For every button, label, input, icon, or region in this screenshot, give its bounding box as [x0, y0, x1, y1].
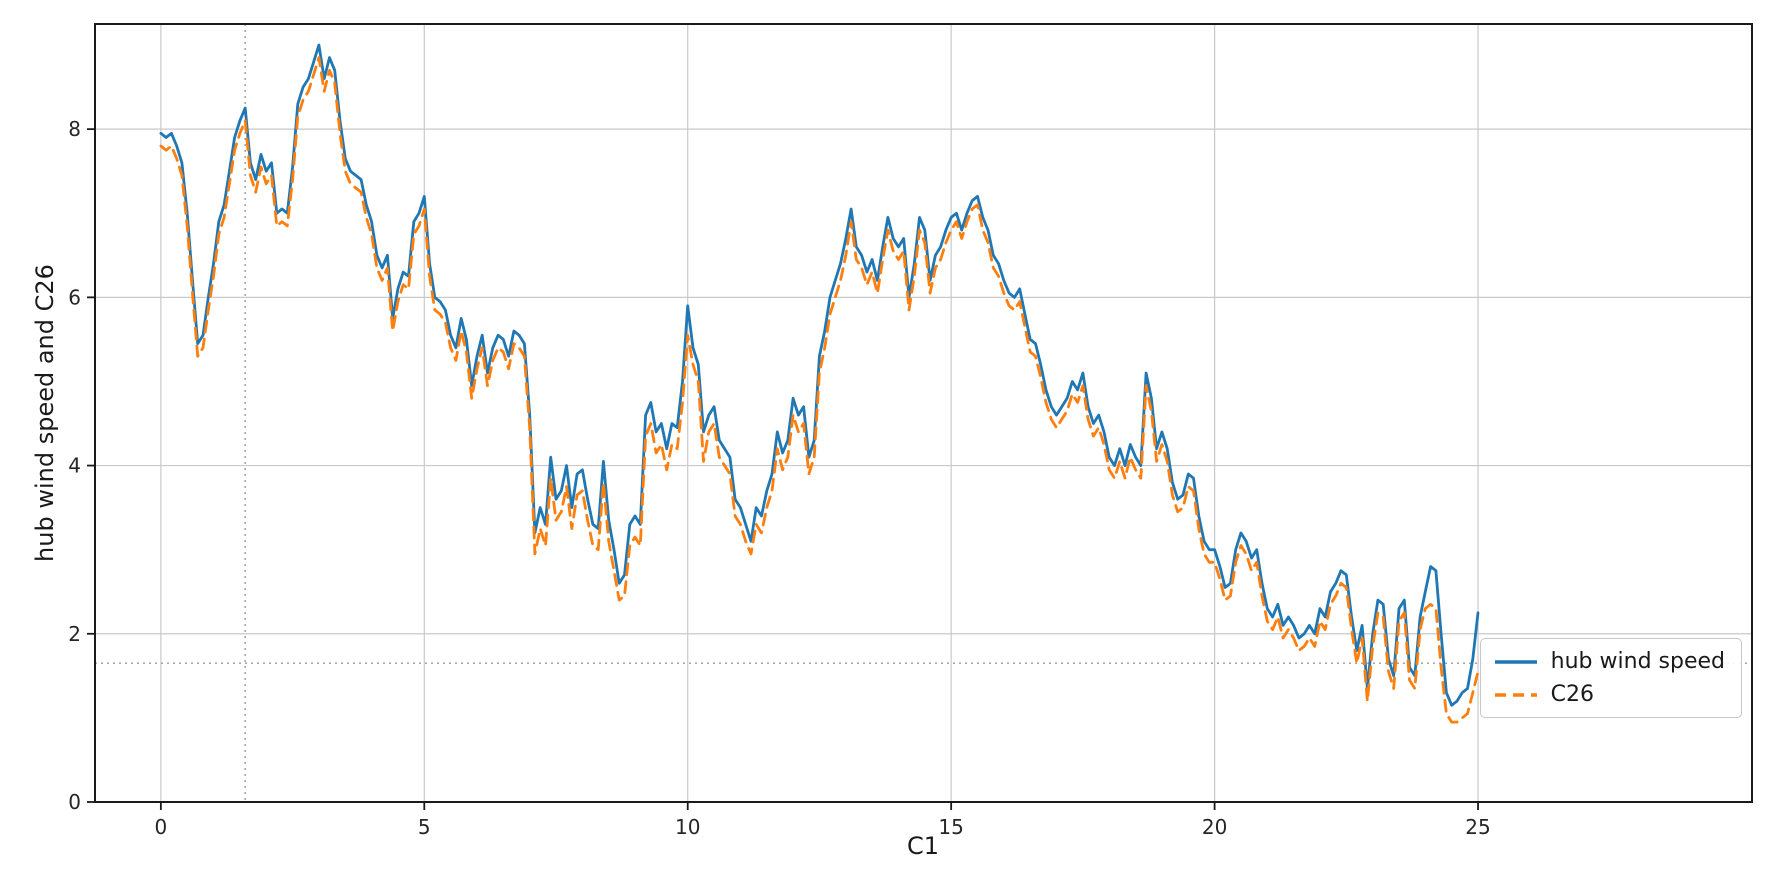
x-tick-label: 25: [1465, 815, 1490, 839]
y-axis-label: hub wind speed and C26: [31, 264, 59, 562]
legend-label-hub-wind-speed: hub wind speed: [1550, 649, 1725, 674]
series-line-hub-wind-speed: [159, 43, 1480, 707]
series-line-c26: [159, 56, 1480, 724]
x-tick-label: 10: [675, 815, 700, 839]
legend-entry-hub-wind-speed: hub wind speed: [1493, 649, 1725, 674]
y-tick-label: 2: [68, 622, 81, 646]
y-tick-label: 4: [68, 454, 81, 478]
axes-spines: [94, 23, 1753, 803]
y-tick-label: 6: [68, 285, 81, 309]
x-tick-label: 15: [938, 815, 963, 839]
y-tick-label: 0: [68, 790, 81, 814]
y-tick-label: 8: [68, 117, 81, 141]
legend-label-c26: C26: [1550, 682, 1595, 707]
x-tick-label: 0: [154, 815, 167, 839]
x-axis-label: C1: [906, 832, 940, 860]
legend-line-sample-solid: [1494, 659, 1537, 664]
x-tick-label: 5: [418, 815, 431, 839]
legend: hub wind speed C26: [1479, 638, 1742, 718]
x-tick-label: 20: [1202, 815, 1227, 839]
legend-line-sample-dashed: [1494, 692, 1537, 697]
legend-entry-c26: C26: [1493, 682, 1725, 707]
